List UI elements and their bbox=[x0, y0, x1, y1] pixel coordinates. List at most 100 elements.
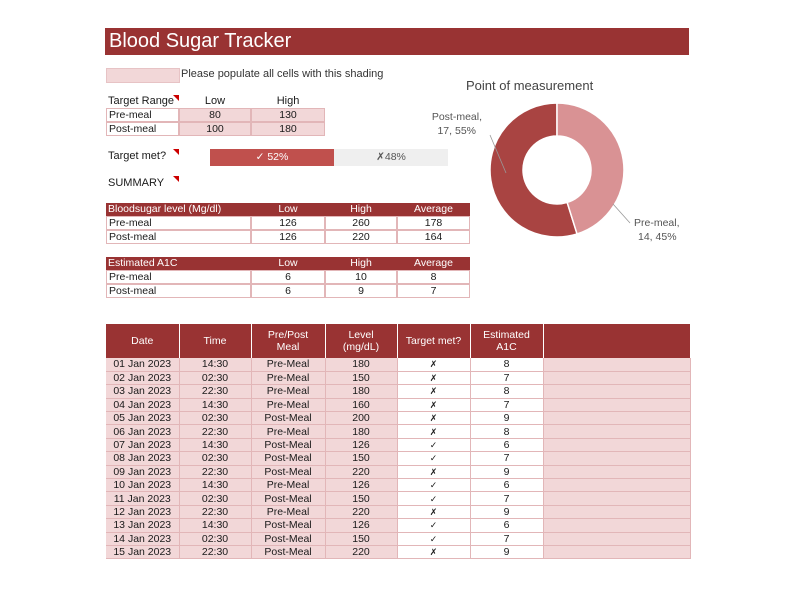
level-cell[interactable]: 220 bbox=[325, 465, 398, 480]
a1c-header: Estimated A1C bbox=[106, 257, 251, 270]
log-col-header[interactable]: Estimated A1C bbox=[470, 324, 544, 358]
notes-cell[interactable] bbox=[543, 398, 691, 413]
time-cell[interactable]: 02:30 bbox=[179, 491, 252, 506]
notes-cell[interactable] bbox=[543, 518, 691, 533]
target-met-cell: ✗ bbox=[397, 384, 471, 399]
log-col-header[interactable]: Time bbox=[179, 324, 252, 358]
meal-cell[interactable]: Pre-Meal bbox=[251, 505, 326, 520]
log-col-header[interactable]: Date bbox=[106, 324, 180, 358]
level-cell[interactable]: 150 bbox=[325, 491, 398, 506]
date-cell[interactable]: 01 Jan 2023 bbox=[106, 358, 180, 372]
level-cell[interactable]: 200 bbox=[325, 411, 398, 426]
table-row: 08 Jan 2023 02:30 Post-Meal 150 ✓ 7 bbox=[106, 451, 691, 466]
a1c-cell: 9 bbox=[470, 505, 544, 520]
log-header-row: Date Time Pre/Post Meal Level (mg/dL) Ta… bbox=[106, 324, 690, 358]
date-cell[interactable]: 08 Jan 2023 bbox=[106, 451, 180, 466]
post-data-label: Post-meal, bbox=[432, 111, 482, 123]
date-cell[interactable]: 11 Jan 2023 bbox=[106, 491, 180, 506]
date-cell[interactable]: 10 Jan 2023 bbox=[106, 478, 180, 493]
a1c-cell: 8 bbox=[397, 270, 470, 284]
level-cell[interactable]: 220 bbox=[325, 545, 398, 560]
level-cell[interactable]: 180 bbox=[325, 424, 398, 439]
notes-cell[interactable] bbox=[543, 532, 691, 546]
log-col-header[interactable]: Target met? bbox=[397, 324, 471, 358]
time-cell[interactable]: 14:30 bbox=[179, 518, 252, 533]
time-cell[interactable]: 02:30 bbox=[179, 451, 252, 466]
target-pre-high-input[interactable]: 130 bbox=[251, 108, 325, 122]
notes-cell[interactable] bbox=[543, 465, 691, 480]
date-cell[interactable]: 02 Jan 2023 bbox=[106, 371, 180, 386]
time-cell[interactable]: 22:30 bbox=[179, 384, 252, 399]
notes-cell[interactable] bbox=[543, 411, 691, 426]
target-met-cell: ✓ bbox=[397, 518, 471, 533]
target-pre-low-input[interactable]: 80 bbox=[179, 108, 251, 122]
notes-cell[interactable] bbox=[543, 545, 691, 560]
level-cell[interactable]: 180 bbox=[325, 358, 398, 372]
notes-cell[interactable] bbox=[543, 505, 691, 520]
meal-cell[interactable]: Post-Meal bbox=[251, 411, 326, 426]
notes-cell[interactable] bbox=[543, 424, 691, 439]
level-cell[interactable]: 180 bbox=[325, 384, 398, 399]
date-cell[interactable]: 14 Jan 2023 bbox=[106, 532, 180, 546]
target-row-label: Pre-meal bbox=[106, 108, 179, 122]
notes-cell[interactable] bbox=[543, 371, 691, 386]
a1c-cell: 10 bbox=[325, 270, 397, 284]
time-cell[interactable]: 02:30 bbox=[179, 532, 252, 546]
meal-cell[interactable]: Pre-Meal bbox=[251, 478, 326, 493]
level-cell[interactable]: 160 bbox=[325, 398, 398, 413]
time-cell[interactable]: 22:30 bbox=[179, 424, 252, 439]
time-cell[interactable]: 14:30 bbox=[179, 478, 252, 493]
meal-cell[interactable]: Pre-Meal bbox=[251, 424, 326, 439]
meal-cell[interactable]: Pre-Meal bbox=[251, 398, 326, 413]
level-cell[interactable]: 126 bbox=[325, 438, 398, 453]
time-cell[interactable]: 14:30 bbox=[179, 438, 252, 453]
notes-cell[interactable] bbox=[543, 358, 691, 372]
date-cell[interactable]: 13 Jan 2023 bbox=[106, 518, 180, 533]
time-cell[interactable]: 14:30 bbox=[179, 358, 252, 372]
time-cell[interactable]: 14:30 bbox=[179, 398, 252, 413]
level-cell[interactable]: 126 bbox=[325, 478, 398, 493]
meal-cell[interactable]: Post-Meal bbox=[251, 491, 326, 506]
date-cell[interactable]: 06 Jan 2023 bbox=[106, 424, 180, 439]
target-met-cell: ✓ bbox=[397, 438, 471, 453]
meal-cell[interactable]: Post-Meal bbox=[251, 518, 326, 533]
level-cell[interactable]: 220 bbox=[325, 505, 398, 520]
target-post-high-input[interactable]: 180 bbox=[251, 122, 325, 136]
date-cell[interactable]: 09 Jan 2023 bbox=[106, 465, 180, 480]
level-cell[interactable]: 150 bbox=[325, 371, 398, 386]
date-cell[interactable]: 03 Jan 2023 bbox=[106, 384, 180, 399]
date-cell[interactable]: 07 Jan 2023 bbox=[106, 438, 180, 453]
date-cell[interactable]: 04 Jan 2023 bbox=[106, 398, 180, 413]
time-cell[interactable]: 02:30 bbox=[179, 371, 252, 386]
notes-cell[interactable] bbox=[543, 438, 691, 453]
meal-cell[interactable]: Post-Meal bbox=[251, 532, 326, 546]
date-cell[interactable]: 05 Jan 2023 bbox=[106, 411, 180, 426]
log-col-header[interactable]: Level (mg/dL) bbox=[325, 324, 398, 358]
time-cell[interactable]: 22:30 bbox=[179, 465, 252, 480]
level-cell[interactable]: 150 bbox=[325, 532, 398, 546]
date-cell[interactable]: 12 Jan 2023 bbox=[106, 505, 180, 520]
a1c-row-label: Post-meal bbox=[106, 284, 251, 298]
donut-chart: Post-meal, 17, 55% Pre-meal, 14, 45% bbox=[432, 102, 680, 243]
meal-cell[interactable]: Pre-Meal bbox=[251, 358, 326, 372]
level-cell[interactable]: 150 bbox=[325, 451, 398, 466]
target-row-label: Post-meal bbox=[106, 122, 179, 136]
meal-cell[interactable]: Post-Meal bbox=[251, 438, 326, 453]
meal-cell[interactable]: Post-Meal bbox=[251, 545, 326, 560]
date-cell[interactable]: 15 Jan 2023 bbox=[106, 545, 180, 560]
meal-cell[interactable]: Pre-Meal bbox=[251, 371, 326, 386]
notes-cell[interactable] bbox=[543, 384, 691, 399]
notes-cell[interactable] bbox=[543, 478, 691, 493]
meal-cell[interactable]: Pre-Meal bbox=[251, 384, 326, 399]
chart-title: Point of measurement bbox=[466, 78, 594, 93]
level-cell[interactable]: 126 bbox=[325, 518, 398, 533]
target-post-low-input[interactable]: 100 bbox=[179, 122, 251, 136]
meal-cell[interactable]: Post-Meal bbox=[251, 451, 326, 466]
time-cell[interactable]: 22:30 bbox=[179, 505, 252, 520]
meal-cell[interactable]: Post-Meal bbox=[251, 465, 326, 480]
time-cell[interactable]: 22:30 bbox=[179, 545, 252, 560]
log-col-header[interactable]: Pre/Post Meal bbox=[251, 324, 326, 358]
time-cell[interactable]: 02:30 bbox=[179, 411, 252, 426]
notes-cell[interactable] bbox=[543, 491, 691, 506]
notes-cell[interactable] bbox=[543, 451, 691, 466]
